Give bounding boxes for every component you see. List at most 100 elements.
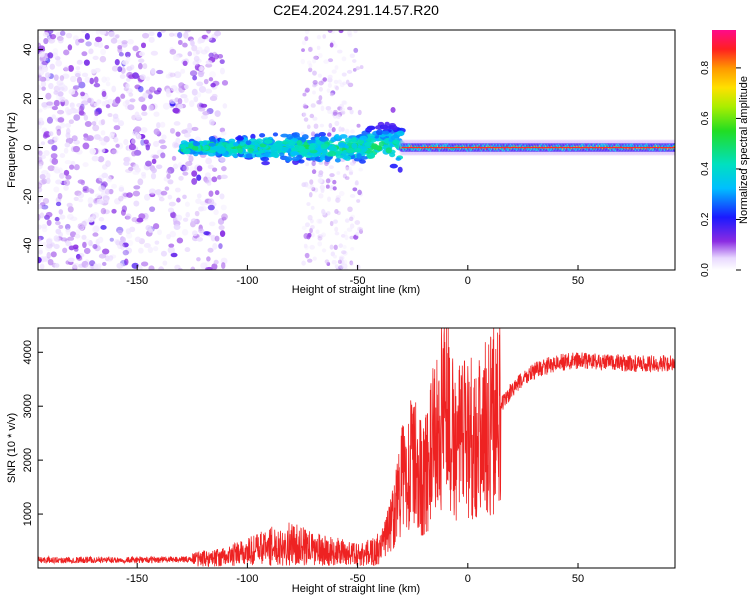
- spectrogram-cell: [264, 148, 272, 153]
- spectrogram-cell: [65, 127, 71, 135]
- spectrogram-cell: [65, 32, 73, 39]
- spectrogram-cell: [356, 199, 361, 203]
- spectrogram-cell: [70, 105, 76, 110]
- spectrogram-cell: [48, 131, 54, 137]
- spectrogram-cell: [84, 120, 92, 127]
- spectrogram-cell: [38, 238, 42, 246]
- spectrogram-cell: [122, 249, 130, 256]
- top-y-axis-label: Frequency (Hz): [6, 112, 18, 188]
- spectrogram-cell: [140, 139, 145, 146]
- spectrogram-cell: [67, 257, 75, 263]
- spectrogram-cell: [138, 62, 143, 70]
- spectrogram-cell: [99, 55, 107, 63]
- spectrogram-cell: [46, 101, 53, 106]
- spectrogram-cell: [72, 262, 80, 269]
- spectrogram-cell: [100, 207, 107, 215]
- spectrogram-cell: [169, 98, 176, 105]
- spectrogram-cell: [207, 204, 215, 211]
- spectrogram-cell: [91, 121, 97, 126]
- spectrogram-cell: [380, 124, 388, 130]
- spectrogram-cell: [48, 30, 54, 34]
- spectrogram-cell: [326, 261, 331, 266]
- spectrogram-cell: [259, 133, 266, 138]
- spectrogram-cell: [209, 71, 217, 78]
- spectrogram-cell: [93, 82, 101, 88]
- spectrogram-cell: [316, 45, 321, 50]
- spectrogram-cell: [115, 240, 120, 246]
- spectrogram-cell: [232, 149, 239, 154]
- spectrogram-cell: [318, 86, 323, 92]
- y-tick-label: 4000: [22, 340, 34, 364]
- spectrogram-cell: [169, 72, 176, 78]
- spectrogram-cell: [347, 106, 353, 111]
- spectrogram-cell: [306, 202, 311, 207]
- spectrogram-cell: [85, 41, 92, 47]
- spectrogram-cell: [170, 252, 178, 258]
- spectrogram-cell: [63, 65, 69, 72]
- spectrogram-cell: [304, 245, 309, 250]
- spectrogram-cell: [104, 255, 110, 262]
- y-tick-label: 40: [22, 43, 34, 55]
- spectrogram-cell: [73, 247, 79, 252]
- spectrogram-cell: [43, 150, 50, 156]
- spectrogram-cell: [339, 82, 345, 88]
- spectrogram-cell: [339, 103, 344, 108]
- top-x-axis-label: Height of straight line (km): [292, 284, 420, 296]
- spectrogram-cell: [390, 134, 400, 141]
- spectrogram-cell: [122, 242, 129, 248]
- spectrogram-cell: [318, 80, 324, 86]
- spectrogram-cell: [309, 227, 313, 234]
- spectrogram-cell: [123, 161, 130, 166]
- spectrogram-cell: [125, 168, 133, 174]
- spectrogram-cell: [93, 76, 99, 84]
- spectrogram-cell: [196, 81, 204, 87]
- spectrogram-cell: [40, 141, 46, 146]
- spectrogram-cell: [150, 172, 157, 180]
- spectrogram-cell: [250, 133, 256, 140]
- spectrogram-cell: [109, 132, 115, 139]
- spectrogram-cell: [211, 93, 218, 99]
- spectrogram-cell: [44, 72, 51, 78]
- spectrogram-cell: [41, 204, 49, 210]
- spectrogram-cell: [192, 141, 201, 147]
- spectrogram-cell: [333, 79, 339, 85]
- spectrogram-cell: [46, 242, 53, 249]
- spectrogram-cell: [214, 30, 222, 37]
- spectrogram-cell: [62, 247, 68, 254]
- spectrogram-cell: [199, 201, 207, 206]
- spectrogram-cell: [110, 148, 117, 155]
- spectrogram-cell: [324, 259, 330, 264]
- spectrogram-cell: [359, 135, 368, 141]
- spectrogram-cell: [68, 88, 76, 95]
- spectrogram-cell: [349, 216, 354, 222]
- spectrogram-cell: [153, 128, 160, 135]
- spectrogram-cell: [310, 131, 316, 137]
- spectrogram-cell: [303, 181, 309, 188]
- spectrogram-cell: [53, 235, 59, 242]
- spectrogram-cell: [78, 105, 84, 113]
- spectrogram-cell: [41, 65, 49, 73]
- spectrogram-cell: [209, 221, 216, 227]
- spectrogram-cell: [82, 241, 87, 248]
- spectrogram-cell: [306, 234, 311, 240]
- spectrogram-cell: [297, 159, 305, 164]
- spectrogram-cell: [347, 33, 353, 38]
- spectrogram-cell: [196, 165, 203, 172]
- spectrogram-cell: [205, 36, 213, 41]
- spectrogram-cell: [217, 218, 225, 225]
- spectrogram-cell: [316, 100, 322, 105]
- x-tick-label: -150: [126, 573, 148, 585]
- spectrogram-cell: [198, 206, 204, 212]
- spectrogram-cell: [101, 76, 107, 83]
- spectrogram-cell: [76, 254, 83, 261]
- spectrogram-cell: [125, 247, 133, 254]
- spectrogram-cell: [327, 109, 333, 115]
- spectrogram-cell: [167, 179, 174, 185]
- spectrogram-cell: [69, 231, 77, 238]
- spectrogram-cell: [311, 186, 316, 192]
- spectrogram-cell: [178, 85, 186, 93]
- spectrogram-cell: [308, 63, 313, 69]
- spectrogram-cell: [52, 48, 59, 55]
- top-x-ticks: -150 -100 -50 0 50: [126, 265, 584, 287]
- spectrogram-cell: [103, 136, 110, 143]
